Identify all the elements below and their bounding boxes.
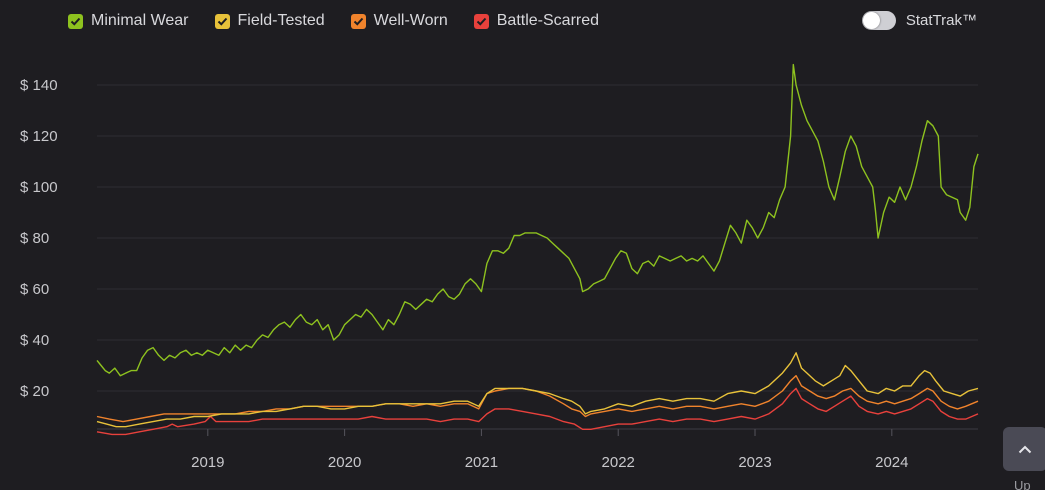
legend-label: Battle-Scarred <box>496 12 600 29</box>
chevron-up-icon <box>1018 445 1032 453</box>
y-axis-ticks: $ 20 $ 40 $ 60 $ 80 $ 100 $ 120 $ 140 <box>20 77 58 400</box>
y-tick-label: $ 20 <box>20 383 49 400</box>
stattrak-toggle[interactable]: StatTrak™ <box>861 11 977 30</box>
x-tick-label: 2022 <box>602 454 635 471</box>
checkbox-checked-icon[interactable] <box>214 13 230 29</box>
x-tick-label: 2019 <box>191 454 224 471</box>
y-tick-label: $ 140 <box>20 77 58 94</box>
legend-item-field-tested[interactable]: Field-Tested <box>214 12 325 30</box>
x-tick-label: 2020 <box>328 454 361 471</box>
checkbox-checked-icon[interactable] <box>68 13 83 29</box>
legend-item-well-worn[interactable]: Well-Worn <box>350 12 448 30</box>
y-tick-label: $ 60 <box>20 281 49 298</box>
series-line-battle-scarred <box>96 387 979 436</box>
checkbox-checked-icon[interactable] <box>473 13 489 29</box>
series-line-field-tested <box>96 352 979 428</box>
x-tick-label: 2024 <box>875 454 908 471</box>
legend-label: Field-Tested <box>237 12 325 29</box>
y-tick-label: $ 40 <box>20 332 49 349</box>
y-tick-label: $ 100 <box>20 179 58 196</box>
x-axis-ticks: 2019 2020 2021 2022 2023 2024 <box>191 429 909 471</box>
legend-label: Minimal Wear <box>91 12 189 29</box>
stattrak-label: StatTrak™ <box>905 12 977 29</box>
series-line-well-worn <box>96 375 979 423</box>
legend-item-minimal-wear[interactable]: Minimal Wear <box>68 12 189 30</box>
y-tick-label: $ 120 <box>20 128 58 145</box>
x-tick-label: 2023 <box>738 454 771 471</box>
scroll-top-label: Up <box>1014 478 1031 490</box>
series-lines <box>96 63 979 436</box>
grid-lines <box>97 84 978 430</box>
series-line-minimal-wear <box>96 63 979 377</box>
checkbox-checked-icon[interactable] <box>350 13 366 29</box>
y-tick-label: $ 80 <box>20 230 49 247</box>
scroll-to-top-button[interactable] <box>1003 427 1045 471</box>
x-tick-label: 2021 <box>465 454 498 471</box>
legend-item-battle-scarred[interactable]: Battle-Scarred <box>473 12 600 30</box>
chart-legend: Minimal Wear Field-Tested Well-Worn Batt… <box>68 12 599 30</box>
legend-label: Well-Worn <box>373 12 448 29</box>
toggle-knob <box>862 12 880 29</box>
toggle-switch[interactable] <box>861 11 896 30</box>
